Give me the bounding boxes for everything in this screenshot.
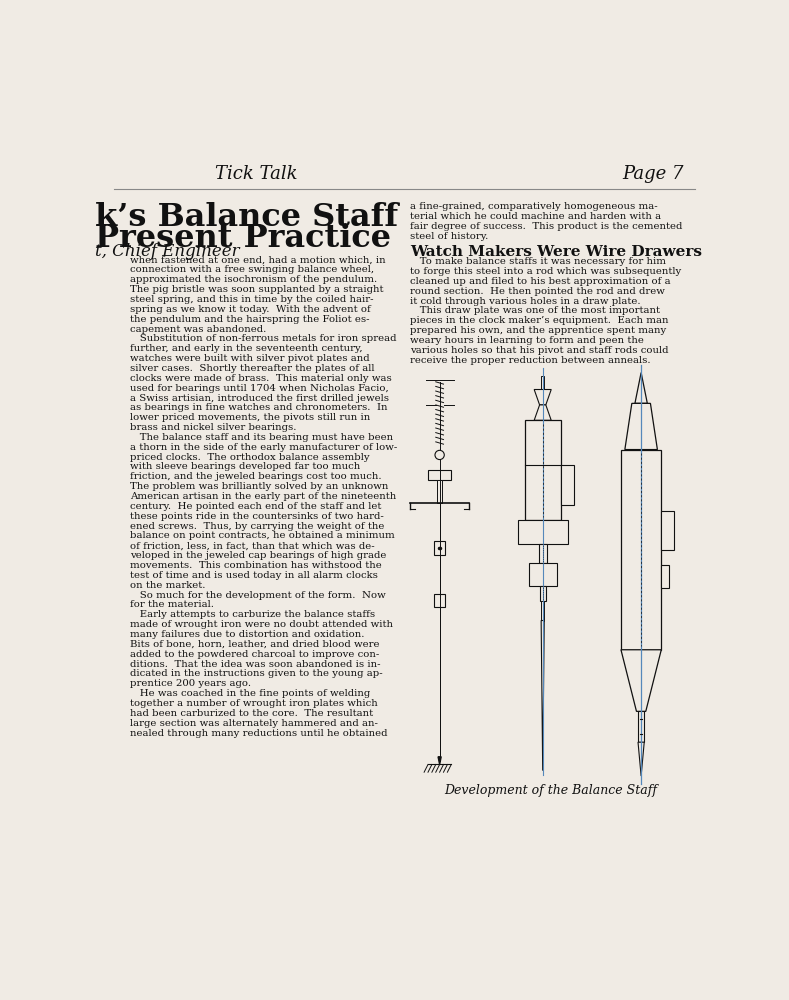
Text: many failures due to distortion and oxidation.: many failures due to distortion and oxid… <box>129 630 365 639</box>
Text: veloped in the jeweled cap bearings of high grade: veloped in the jeweled cap bearings of h… <box>129 551 386 560</box>
Text: connection with a free swinging balance wheel,: connection with a free swinging balance … <box>129 265 374 274</box>
Text: Substitution of non-ferrous metals for iron spread: Substitution of non-ferrous metals for i… <box>129 334 396 343</box>
Text: dicated in the instructions given to the young ap-: dicated in the instructions given to the… <box>129 669 382 678</box>
Bar <box>621 450 661 650</box>
Text: ditions.  That the idea was soon abandoned is in-: ditions. That the idea was soon abandone… <box>129 660 380 669</box>
Text: silver cases.  Shortly thereafter the plates of all: silver cases. Shortly thereafter the pla… <box>129 364 374 373</box>
Polygon shape <box>534 389 552 405</box>
Polygon shape <box>625 403 657 450</box>
Bar <box>437 480 442 503</box>
Text: made of wrought iron were no doubt attended with: made of wrought iron were no doubt atten… <box>129 620 393 629</box>
Bar <box>539 544 547 563</box>
Text: when fastened at one end, had a motion which, in: when fastened at one end, had a motion w… <box>129 256 385 265</box>
Text: it cold through various holes in a draw plate.: it cold through various holes in a draw … <box>410 297 641 306</box>
Polygon shape <box>621 650 661 711</box>
Text: Watch Makers Were Wire Drawers: Watch Makers Were Wire Drawers <box>410 245 702 259</box>
Text: Tick Talk: Tick Talk <box>215 165 297 183</box>
Polygon shape <box>534 405 552 420</box>
Text: watches were built with silver pivot plates and: watches were built with silver pivot pla… <box>129 354 369 363</box>
Text: balance on point contracts, he obtained a minimum: balance on point contracts, he obtained … <box>129 531 394 540</box>
Text: prepared his own, and the apprentice spent many: prepared his own, and the apprentice spe… <box>410 326 667 335</box>
Text: together a number of wrought iron plates which: together a number of wrought iron plates… <box>129 699 377 708</box>
Text: capement was abandoned.: capement was abandoned. <box>129 325 266 334</box>
Text: had been carburized to the core.  The resultant: had been carburized to the core. The res… <box>129 709 372 718</box>
Text: He was coached in the fine points of welding: He was coached in the fine points of wel… <box>129 689 370 698</box>
Text: with sleeve bearings developed far too much: with sleeve bearings developed far too m… <box>129 462 360 471</box>
Text: large section was alternately hammered and an-: large section was alternately hammered a… <box>129 719 377 728</box>
Text: century.  He pointed each end of the staff and let: century. He pointed each end of the staf… <box>129 502 381 511</box>
Text: The problem was brilliantly solved by an unknown: The problem was brilliantly solved by an… <box>129 482 388 491</box>
Text: ened screws.  Thus, by carrying the weight of the: ened screws. Thus, by carrying the weigh… <box>129 522 384 531</box>
Text: cleaned up and filed to his best approximation of a: cleaned up and filed to his best approxi… <box>410 277 671 286</box>
Text: to forge this steel into a rod which was subsequently: to forge this steel into a rod which was… <box>410 267 682 276</box>
Text: clocks were made of brass.  This material only was: clocks were made of brass. This material… <box>129 374 391 383</box>
Text: a thorn in the side of the early manufacturer of low-: a thorn in the side of the early manufac… <box>129 443 397 452</box>
Text: for the material.: for the material. <box>129 600 214 609</box>
Bar <box>638 711 645 742</box>
Bar <box>428 470 451 480</box>
Text: Early attempts to carburize the balance staffs: Early attempts to carburize the balance … <box>129 610 375 619</box>
Text: round section.  He then pointed the rod and drew: round section. He then pointed the rod a… <box>410 287 665 296</box>
Bar <box>525 420 560 520</box>
Text: used for bearings until 1704 when Nicholas Facio,: used for bearings until 1704 when Nichol… <box>129 384 388 393</box>
Bar <box>661 565 669 588</box>
Text: movements.  This combination has withstood the: movements. This combination has withstoo… <box>129 561 381 570</box>
Text: lower priced movements, the pivots still run in: lower priced movements, the pivots still… <box>129 413 370 422</box>
Text: pieces in the clock maker’s equipment.  Each man: pieces in the clock maker’s equipment. E… <box>410 316 668 325</box>
Bar <box>434 541 445 555</box>
Text: The balance staff and its bearing must have been: The balance staff and its bearing must h… <box>129 433 393 442</box>
Text: Page 7: Page 7 <box>623 165 684 183</box>
Bar <box>540 586 546 601</box>
Text: The pig bristle was soon supplanted by a straight: The pig bristle was soon supplanted by a… <box>129 285 383 294</box>
Text: added to the powdered charcoal to improve con-: added to the powdered charcoal to improv… <box>129 650 379 659</box>
Text: t, Chief Engineer: t, Chief Engineer <box>95 243 239 260</box>
Text: on the market.: on the market. <box>129 581 205 590</box>
Bar <box>661 511 674 550</box>
Text: priced clocks.  The orthodox balance assembly: priced clocks. The orthodox balance asse… <box>129 453 369 462</box>
Text: American artisan in the early part of the nineteenth: American artisan in the early part of th… <box>129 492 396 501</box>
Text: prentice 200 years ago.: prentice 200 years ago. <box>129 679 251 688</box>
Text: terial which he could machine and harden with a: terial which he could machine and harden… <box>410 212 661 221</box>
Polygon shape <box>638 742 645 776</box>
Text: So much for the development of the form.  Now: So much for the development of the form.… <box>129 591 385 600</box>
Text: test of time and is used today in all alarm clocks: test of time and is used today in all al… <box>129 571 377 580</box>
Bar <box>434 594 445 607</box>
Text: of friction, less, in fact, than that which was de-: of friction, less, in fact, than that wh… <box>129 541 374 550</box>
Text: Present Practice: Present Practice <box>95 223 391 254</box>
Text: k’s Balance Staff: k’s Balance Staff <box>95 202 398 233</box>
Text: further, and early in the seventeenth century,: further, and early in the seventeenth ce… <box>129 344 362 353</box>
Text: fair degree of success.  This product is the cemented: fair degree of success. This product is … <box>410 222 682 231</box>
Bar <box>541 601 544 620</box>
Text: a fine-grained, comparatively homogeneous ma-: a fine-grained, comparatively homogeneou… <box>410 202 658 211</box>
Text: nealed through many reductions until he obtained: nealed through many reductions until he … <box>129 729 387 738</box>
Text: receive the proper reduction between anneals.: receive the proper reduction between ann… <box>410 356 651 365</box>
Text: spring as we know it today.  With the advent of: spring as we know it today. With the adv… <box>129 305 370 314</box>
Text: This draw plate was one of the most important: This draw plate was one of the most impo… <box>410 306 660 315</box>
Text: various holes so that his pivot and staff rods could: various holes so that his pivot and staf… <box>410 346 668 355</box>
Text: brass and nickel silver bearings.: brass and nickel silver bearings. <box>129 423 296 432</box>
Text: Bits of bone, horn, leather, and dried blood were: Bits of bone, horn, leather, and dried b… <box>129 640 380 649</box>
Polygon shape <box>438 757 441 764</box>
Bar <box>541 376 544 389</box>
Text: as bearings in fine watches and chronometers.  In: as bearings in fine watches and chronome… <box>129 403 387 412</box>
Text: the pendulum and the hairspring the Foliot es-: the pendulum and the hairspring the Foli… <box>129 315 369 324</box>
Polygon shape <box>635 373 647 403</box>
Polygon shape <box>541 620 544 771</box>
Text: To make balance staffs it was necessary for him: To make balance staffs it was necessary … <box>410 257 666 266</box>
Circle shape <box>435 450 444 460</box>
Text: steel spring, and this in time by the coiled hair-: steel spring, and this in time by the co… <box>129 295 373 304</box>
Text: these points ride in the countersinks of two hard-: these points ride in the countersinks of… <box>129 512 383 521</box>
Bar <box>518 520 567 544</box>
Text: Development of the Balance Staff: Development of the Balance Staff <box>444 784 657 797</box>
Text: a Swiss artisian, introduced the first drilled jewels: a Swiss artisian, introduced the first d… <box>129 394 389 403</box>
Text: weary hours in learning to form and peen the: weary hours in learning to form and peen… <box>410 336 644 345</box>
Bar <box>529 563 557 586</box>
Text: friction, and the jeweled bearings cost too much.: friction, and the jeweled bearings cost … <box>129 472 381 481</box>
Bar <box>560 465 574 505</box>
Text: approximated the isochronism of the pendulum.: approximated the isochronism of the pend… <box>129 275 377 284</box>
Text: steel of history.: steel of history. <box>410 232 488 241</box>
